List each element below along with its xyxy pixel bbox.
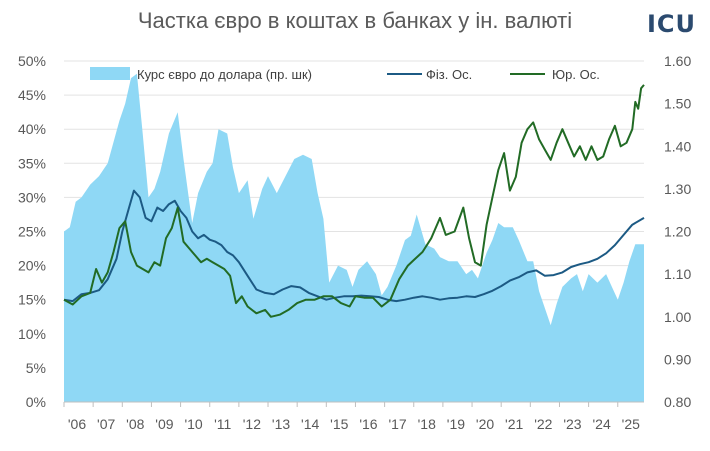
legend-label-individuals: Фіз. Ос.: [426, 67, 472, 82]
x-tick-label: '11: [214, 416, 231, 432]
area-series-eur-usd: [64, 73, 644, 403]
x-tick-label: '25: [622, 416, 640, 432]
brand-logo: ICU: [646, 10, 696, 38]
y-right-tick-label: 1.40: [664, 138, 691, 154]
y-right-tick-label: 1.50: [664, 96, 691, 112]
x-tick-label: '24: [592, 416, 610, 432]
y-left-tick-label: 5%: [26, 360, 46, 376]
x-tick-label: '06: [68, 416, 86, 432]
y-right-tick-label: 1.00: [664, 309, 691, 325]
x-tick-label: '12: [243, 416, 261, 432]
x-tick-label: '20: [476, 416, 494, 432]
x-tick-label: '15: [330, 416, 348, 432]
y-right-tick-label: 1.10: [664, 266, 691, 282]
x-tick-label: '17: [388, 416, 406, 432]
line-series-legal-entities: [63, 84, 645, 318]
x-tick-label: '14: [301, 416, 319, 432]
legend-label-legal: Юр. Ос.: [552, 67, 600, 82]
y-left-tick-label: 35%: [18, 155, 46, 171]
y-left-tick-label: 30%: [18, 189, 46, 205]
x-tick-label: '23: [563, 416, 581, 432]
y-right-tick-label: 0.80: [664, 394, 691, 410]
y-left-tick-label: 50%: [18, 53, 46, 69]
area-series-layer: [64, 73, 644, 403]
x-tick-label: '22: [534, 416, 552, 432]
x-tick-label: '08: [126, 416, 144, 432]
legend-swatch-area: [90, 67, 130, 80]
x-tick-label: '10: [184, 416, 202, 432]
legend-label-eur-usd: Курс євро до долара (пр. шк): [137, 67, 312, 82]
line-series-individuals: [63, 189, 645, 303]
line-series-layer: [63, 84, 645, 318]
y-left-tick-label: 45%: [18, 87, 46, 103]
x-tick-label: '09: [155, 416, 173, 432]
y-left-tick-label: 40%: [18, 121, 46, 137]
y-right-tick-label: 1.60: [664, 53, 691, 69]
axes: 0% 5% 10% 15% 20% 25% 30% 35% 40% 45% 50% 0.80 0.90 1…: [18, 53, 691, 432]
y-left-tick-label: 20%: [18, 258, 46, 274]
x-tick-label: '13: [272, 416, 290, 432]
y-left-tick-label: 10%: [18, 326, 46, 342]
x-tick-label: '21: [505, 416, 523, 432]
x-tick-label: '19: [447, 416, 465, 432]
x-tick-label: '16: [359, 416, 377, 432]
x-tick-label: '18: [418, 416, 436, 432]
y-right-tick-label: 0.90: [664, 351, 691, 367]
legend: Курс євро до долара (пр. шк) Фіз. Ос. Юр. …: [90, 67, 600, 82]
y-right-tick-label: 1.20: [664, 224, 691, 240]
y-right-tick-label: 1.30: [664, 181, 691, 197]
y-left-tick-label: 15%: [18, 292, 46, 308]
chart-title: Частка євро в коштах в банках у ін. валю…: [137, 8, 573, 33]
y-left-tick-label: 0%: [26, 394, 46, 410]
x-tick-label: '07: [97, 416, 115, 432]
y-left-tick-label: 25%: [18, 224, 46, 240]
